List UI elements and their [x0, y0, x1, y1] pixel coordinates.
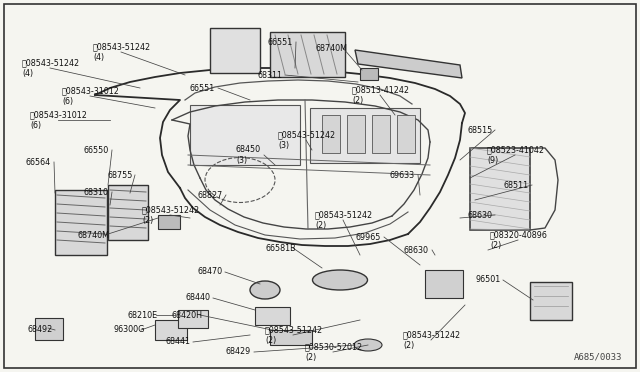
Text: 66581B: 66581B	[265, 244, 296, 253]
Bar	[178, 310, 208, 328]
Bar	[270, 32, 345, 77]
Text: 68470: 68470	[197, 267, 222, 276]
Bar	[158, 215, 180, 229]
Bar	[322, 115, 340, 153]
Text: Ⓢ08320-40896
(2): Ⓢ08320-40896 (2)	[490, 230, 548, 250]
Text: 68492: 68492	[27, 326, 52, 334]
Ellipse shape	[312, 270, 367, 290]
Bar	[372, 115, 390, 153]
Text: 68429: 68429	[226, 347, 252, 356]
Text: Ⓢ08543-51242
(2): Ⓢ08543-51242 (2)	[142, 205, 200, 225]
Bar	[55, 190, 107, 255]
Text: 68450
(3): 68450 (3)	[236, 145, 261, 165]
Bar	[530, 282, 572, 320]
Text: Ⓢ08543-51242
(2): Ⓢ08543-51242 (2)	[315, 210, 373, 230]
Text: 68441: 68441	[165, 337, 190, 346]
Bar	[210, 28, 260, 73]
Bar	[155, 320, 187, 340]
Text: 68311: 68311	[257, 71, 282, 80]
Bar	[190, 105, 300, 165]
Text: 68827: 68827	[198, 190, 223, 199]
Text: Ⓢ08523-41042
(9): Ⓢ08523-41042 (9)	[487, 145, 545, 165]
Text: 68740M: 68740M	[77, 231, 109, 240]
Bar	[270, 330, 312, 345]
Text: 68755: 68755	[107, 170, 132, 180]
Bar	[310, 108, 420, 163]
Text: Ⓢ08543-51242
(4): Ⓢ08543-51242 (4)	[93, 42, 151, 62]
Text: 68630: 68630	[404, 246, 429, 254]
Text: Ⓢ08530-52012
(2): Ⓢ08530-52012 (2)	[305, 342, 363, 362]
Text: 68310: 68310	[84, 187, 109, 196]
Text: 68630: 68630	[467, 211, 492, 219]
Bar	[397, 115, 415, 153]
Text: A685/0033: A685/0033	[573, 353, 622, 362]
Text: 96501: 96501	[475, 276, 500, 285]
Text: 68740M: 68740M	[315, 44, 347, 52]
Bar	[360, 68, 378, 80]
Text: Ⓢ08543-51242
(2): Ⓢ08543-51242 (2)	[403, 330, 461, 350]
Text: 96300G: 96300G	[113, 326, 145, 334]
Polygon shape	[470, 148, 530, 230]
Text: Ⓢ08543-31012
(6): Ⓢ08543-31012 (6)	[62, 86, 120, 106]
Ellipse shape	[250, 281, 280, 299]
Text: 68420H: 68420H	[172, 311, 203, 320]
Text: 68511: 68511	[504, 180, 529, 189]
Text: 66551: 66551	[268, 38, 293, 46]
Text: 68440: 68440	[185, 294, 210, 302]
Bar	[255, 307, 290, 325]
Text: Ⓢ08543-51242
(3): Ⓢ08543-51242 (3)	[278, 130, 336, 150]
Text: Ⓢ08543-31012
(6): Ⓢ08543-31012 (6)	[30, 110, 88, 130]
Text: Ⓢ08543-51242
(4): Ⓢ08543-51242 (4)	[22, 58, 80, 78]
Bar	[425, 270, 463, 298]
Text: Ⓢ08543-51242
(2): Ⓢ08543-51242 (2)	[265, 325, 323, 345]
Text: 66550: 66550	[84, 145, 109, 154]
Ellipse shape	[354, 339, 382, 351]
Bar	[108, 185, 148, 240]
Text: 69633: 69633	[390, 170, 415, 180]
Bar	[35, 318, 63, 340]
Text: 66564: 66564	[26, 157, 51, 167]
Text: 68210E: 68210E	[128, 311, 158, 320]
Text: 66551: 66551	[190, 83, 215, 93]
Text: 68515: 68515	[467, 125, 492, 135]
Text: Ⓢ08513-41242
(2): Ⓢ08513-41242 (2)	[352, 85, 410, 105]
Text: 69965: 69965	[356, 232, 381, 241]
Bar	[347, 115, 365, 153]
Polygon shape	[355, 50, 462, 78]
